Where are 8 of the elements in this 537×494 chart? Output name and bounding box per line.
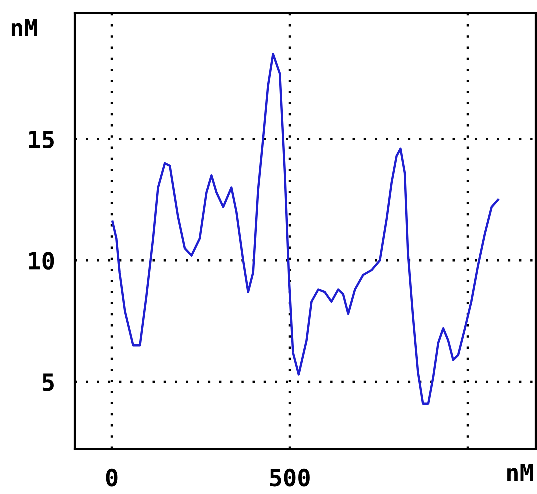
y-tick-label: 10 xyxy=(29,252,54,270)
y-axis-title: nM xyxy=(12,19,38,37)
y-tick-label: 5 xyxy=(42,374,54,392)
line-series xyxy=(112,53,500,405)
x-axis-title: nM xyxy=(508,464,534,482)
x-tick-label: 500 xyxy=(270,468,310,487)
x-tick-label: 0 xyxy=(106,468,118,487)
y-tick-label: 15 xyxy=(29,130,54,149)
